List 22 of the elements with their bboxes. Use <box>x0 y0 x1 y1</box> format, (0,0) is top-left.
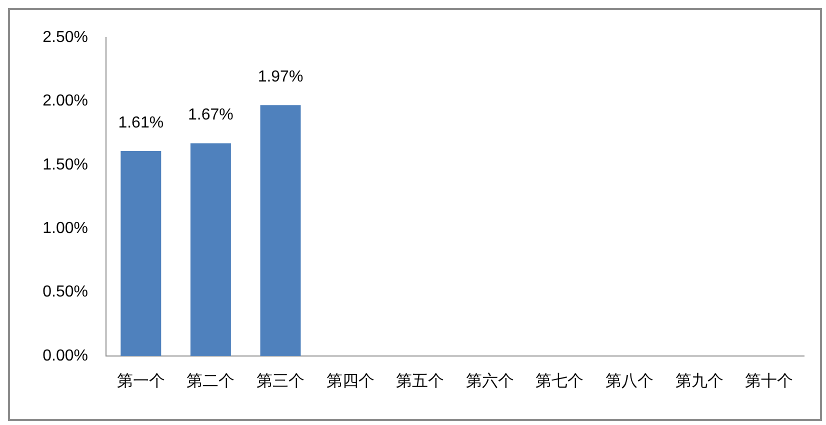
y-tick-label: 0.00% <box>42 347 88 364</box>
x-tick-label: 第一个 <box>116 372 165 390</box>
bar <box>260 105 301 356</box>
y-tick-label: 2.50% <box>42 29 88 46</box>
bar <box>190 143 231 356</box>
x-tick-label: 第七个 <box>536 372 584 390</box>
data-label: 1.97% <box>258 68 304 86</box>
x-tick-label: 第十个 <box>745 372 794 390</box>
x-tick-label: 第三个 <box>256 372 304 390</box>
y-tick-label: 0.50% <box>42 284 88 301</box>
x-tick-label: 第六个 <box>466 372 514 390</box>
y-tick-label: 1.00% <box>42 220 88 238</box>
data-label: 1.67% <box>188 106 234 124</box>
data-label: 1.61% <box>118 114 164 132</box>
y-tick-label: 2.00% <box>42 92 88 110</box>
x-tick-label: 第九个 <box>675 372 724 390</box>
x-tick-label: 第八个 <box>606 372 654 390</box>
y-tick-label: 1.50% <box>42 156 88 174</box>
x-tick-label: 第四个 <box>326 372 374 390</box>
x-tick-label: 第二个 <box>186 372 235 390</box>
bar <box>120 150 162 356</box>
x-tick-label: 第五个 <box>396 372 444 390</box>
